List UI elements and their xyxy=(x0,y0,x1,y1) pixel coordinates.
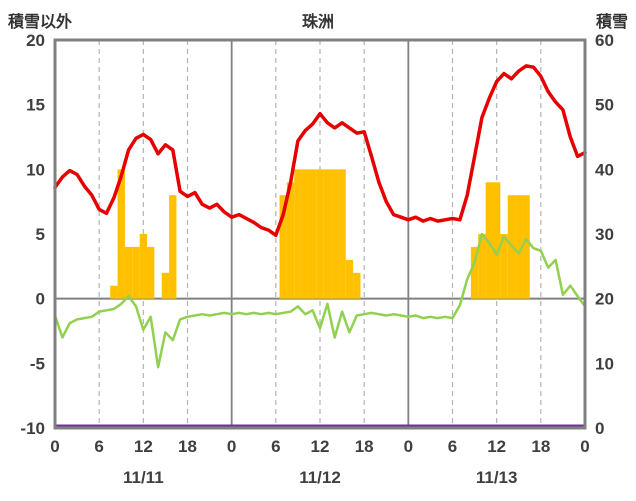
yellow-bars-bar xyxy=(279,195,287,299)
right-tick-label: 40 xyxy=(595,160,614,179)
yellow-bars-bar xyxy=(132,246,140,299)
yellow-bars-bar xyxy=(147,246,155,299)
right-tick-label: 20 xyxy=(595,290,614,309)
left-tick-label: -5 xyxy=(30,354,45,373)
left-tick-label: 0 xyxy=(36,290,45,309)
x-tick-label: 6 xyxy=(448,437,457,456)
yellow-bars-bar xyxy=(308,169,317,299)
left-tick-label: -10 xyxy=(20,419,45,438)
x-tick-label: 0 xyxy=(580,437,589,456)
yellow-bars-bar xyxy=(478,234,486,299)
yellow-bars-bar xyxy=(522,195,530,299)
right-tick-label: 0 xyxy=(595,419,604,438)
day-label: 11/13 xyxy=(476,468,518,487)
yellow-bars-bar xyxy=(161,272,170,299)
yellow-bars-bar xyxy=(338,169,346,299)
chart-title: 珠洲 xyxy=(301,14,334,31)
yellow-bars-bar xyxy=(110,285,118,299)
x-tick-label: 0 xyxy=(50,437,59,456)
left-axis-title: 積雪以外 xyxy=(8,14,73,31)
yellow-bars-bar xyxy=(286,182,295,299)
x-tick-label: 6 xyxy=(271,437,280,456)
x-tick-label: 6 xyxy=(94,437,103,456)
right-tick-label: 30 xyxy=(595,225,614,244)
x-tick-label: 0 xyxy=(404,437,413,456)
right-tick-label: 10 xyxy=(595,354,614,373)
yellow-bars-bar xyxy=(500,234,508,299)
x-tick-label: 18 xyxy=(355,437,374,456)
right-axis-title: 積雪 xyxy=(595,14,628,31)
yellow-bars-bar xyxy=(485,182,493,299)
yellow-bars-bar xyxy=(124,246,133,299)
yellow-bars-bar xyxy=(169,195,177,299)
yellow-bars-bar xyxy=(515,195,523,299)
yellow-bars-bar xyxy=(492,182,501,299)
left-tick-label: 20 xyxy=(26,31,45,50)
green-line xyxy=(53,232,587,369)
yellow-bars-bar xyxy=(331,169,339,299)
x-tick-label: 12 xyxy=(487,437,506,456)
yellow-bars-bar xyxy=(117,169,125,299)
yellow-bars-bar xyxy=(323,169,332,299)
yellow-bars-bar xyxy=(294,169,302,299)
right-tick-label: 50 xyxy=(595,96,614,115)
day-label: 11/11 xyxy=(123,468,164,487)
right-tick-label: 60 xyxy=(595,31,614,50)
x-tick-label: 18 xyxy=(531,437,550,456)
left-tick-label: 15 xyxy=(26,96,45,115)
chart-frame xyxy=(53,38,587,430)
yellow-bars-bar xyxy=(139,234,148,299)
yellow-bars-bar xyxy=(353,272,361,299)
yellow-bars-bar xyxy=(316,169,324,299)
left-tick-label: 10 xyxy=(26,160,45,179)
left-tick-label: 5 xyxy=(36,225,45,244)
day-label: 11/12 xyxy=(299,468,341,487)
yellow-bars-bar xyxy=(470,246,479,299)
yellow-bars-bar xyxy=(301,169,309,299)
yellow-bars-bar xyxy=(345,259,354,299)
x-tick-label: 0 xyxy=(227,437,236,456)
x-tick-label: 12 xyxy=(134,437,153,456)
red-line xyxy=(53,64,587,238)
x-tick-label: 18 xyxy=(178,437,197,456)
x-tick-label: 12 xyxy=(311,437,330,456)
